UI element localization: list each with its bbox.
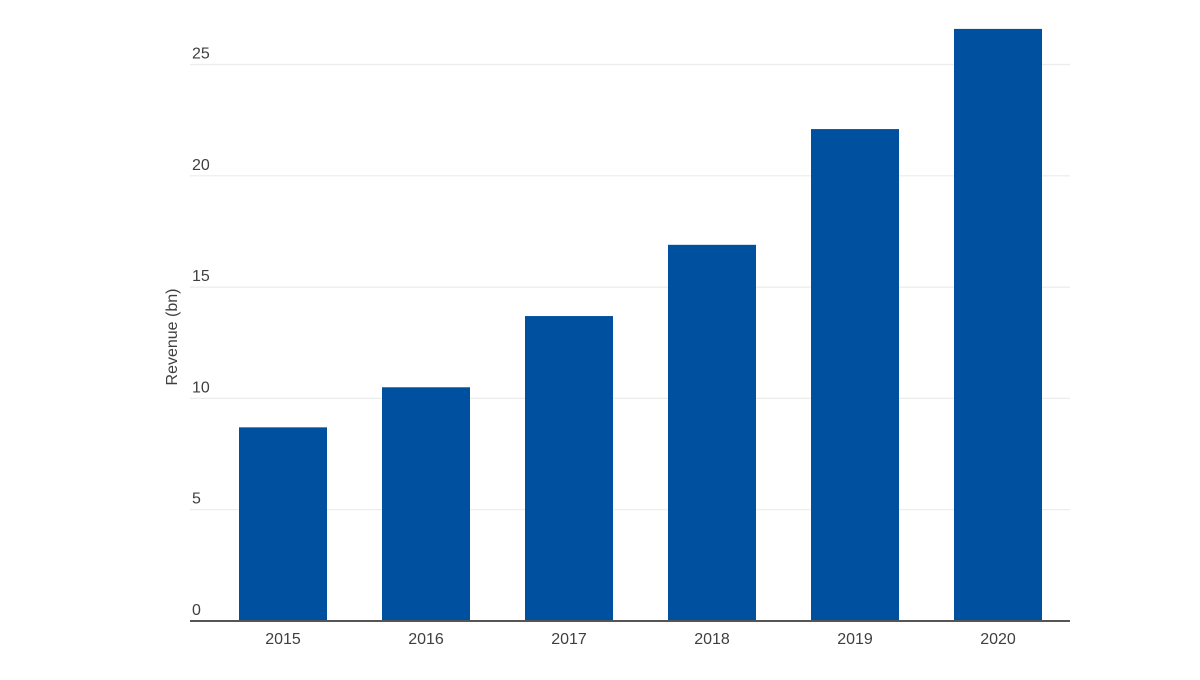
y-tick-label: 25 [192,46,210,63]
y-tick-label: 0 [192,602,201,619]
x-tick-label: 2015 [265,631,301,648]
grid-lines [190,63,1070,511]
y-axis-label: Revenue (bn) [164,289,181,386]
bar-2019 [811,129,899,621]
y-tick-label: 15 [192,268,210,285]
y-tick-label: 20 [192,157,210,174]
bar-2020 [954,28,1042,622]
bar-2015 [239,427,327,621]
bar-2017 [525,316,613,621]
y-tick-label: 10 [192,379,210,396]
x-tick-label: 2020 [980,631,1016,648]
bar-2016 [382,387,470,621]
bars [239,28,1042,622]
bar-2018 [668,244,756,621]
y-tick-label: 5 [192,491,201,508]
x-tick-label: 2016 [408,631,444,648]
x-tick-label: 2019 [837,631,873,648]
x-tick-label: 2017 [551,631,587,648]
axes: 0 5 10 15 20 25 2015 2016 2017 2018 2019 2020 [190,46,1070,648]
x-tick-label: 2018 [694,631,730,648]
